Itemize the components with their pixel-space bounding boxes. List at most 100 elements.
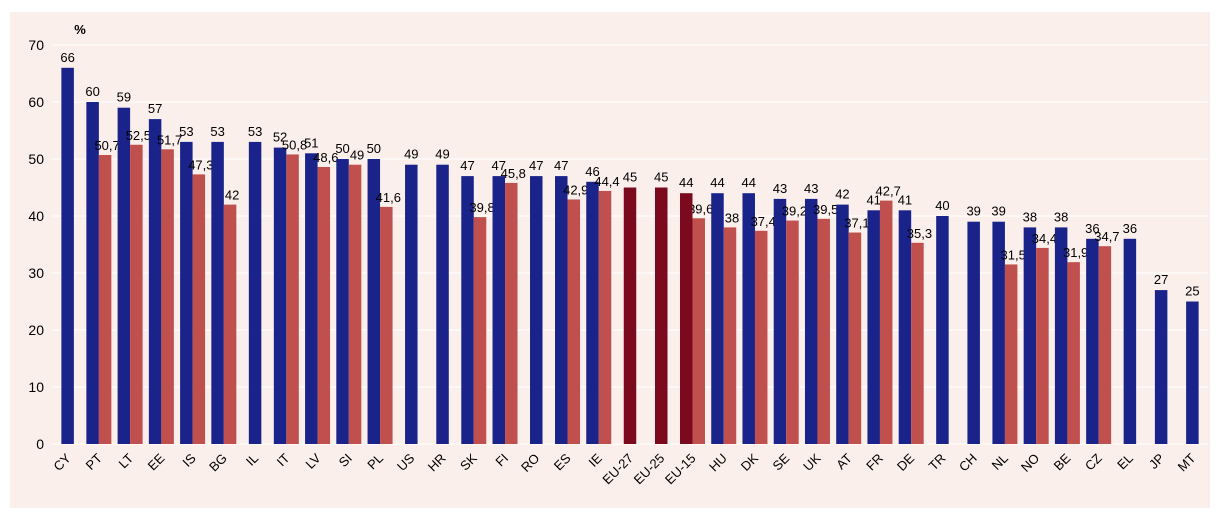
data-label-series1: 50 bbox=[335, 141, 349, 156]
x-tick-label: HR bbox=[425, 451, 449, 475]
bar-series1-no bbox=[1023, 227, 1037, 444]
data-label-series1: 38 bbox=[1023, 209, 1037, 224]
data-label-series2: 51,7 bbox=[157, 132, 182, 147]
data-label-series1: 49 bbox=[435, 147, 449, 162]
bar-series1-it bbox=[273, 147, 287, 444]
data-label-series2: 45,8 bbox=[501, 166, 526, 181]
bar-series1-fi bbox=[492, 176, 506, 444]
bar-series1-uk bbox=[804, 198, 818, 444]
bar-series1-tr bbox=[936, 216, 949, 444]
data-label-series1: 46 bbox=[585, 164, 599, 179]
data-label-series1: 59 bbox=[117, 90, 131, 105]
data-label-series1: 27 bbox=[1154, 272, 1168, 287]
data-label-series1: 39 bbox=[966, 204, 980, 219]
x-tick-label: CH bbox=[956, 451, 980, 475]
y-tick-label: 30 bbox=[28, 265, 44, 281]
bar-series2-fr bbox=[879, 200, 893, 444]
data-label-series1: 38 bbox=[1054, 209, 1068, 224]
bar-series2-is bbox=[192, 174, 206, 444]
bar-series1-es bbox=[555, 176, 568, 444]
bar-series2-uk bbox=[817, 218, 830, 444]
bar-series1-lv bbox=[305, 153, 318, 445]
x-tick-label: EU-27 bbox=[599, 451, 636, 488]
data-label-series2: 42,9 bbox=[563, 182, 588, 197]
x-tick-label: EU-15 bbox=[662, 451, 699, 488]
bar-series1-hr bbox=[436, 164, 449, 444]
y-tick-label: 50 bbox=[28, 151, 44, 167]
bar-series1-cz bbox=[1086, 238, 1099, 444]
data-label-series1: 47 bbox=[529, 158, 543, 173]
data-label-series1: 47 bbox=[554, 158, 568, 173]
data-label-series1: 66 bbox=[60, 50, 74, 65]
data-label-series1: 53 bbox=[210, 124, 224, 139]
data-label-series2: 39,2 bbox=[782, 204, 807, 219]
bar-series1-se bbox=[773, 198, 787, 444]
data-label-series2: 48,6 bbox=[313, 150, 338, 165]
bar-series1-el bbox=[1123, 238, 1137, 444]
x-tick-label: PL bbox=[364, 451, 386, 473]
x-tick-label: EU-25 bbox=[631, 451, 668, 488]
bar-aggregate-eu-27 bbox=[623, 187, 637, 444]
data-label-series2: 42,7 bbox=[876, 184, 901, 199]
data-label-series2: 41,6 bbox=[376, 190, 401, 205]
bar-series2-hu bbox=[723, 227, 737, 444]
data-label-series1: 47 bbox=[492, 158, 506, 173]
bar-series1-hu bbox=[711, 193, 724, 444]
data-label-series1: 44 bbox=[741, 175, 755, 190]
bar-series2-no bbox=[1036, 247, 1049, 444]
data-label-aggregate: 45 bbox=[654, 170, 668, 185]
chart-area: 0 10 20 30 40 50 60 70% 66 CY 60 50,7 PT 59 52,5 LT 57 51… bbox=[10, 12, 1210, 508]
data-label-series1: 43 bbox=[804, 181, 818, 196]
bar-series2-sk bbox=[473, 217, 487, 444]
x-tick-label: EL bbox=[1114, 451, 1136, 473]
bar-series2-lt bbox=[130, 144, 143, 444]
data-label-series1: 47 bbox=[460, 158, 474, 173]
bar-series1-pl bbox=[367, 159, 381, 444]
bar-series2-at bbox=[848, 232, 862, 444]
bar-series2-si bbox=[348, 164, 362, 444]
x-tick-label: NO bbox=[1018, 451, 1042, 475]
bar-series1-cy bbox=[61, 67, 74, 445]
bar-series1-ro bbox=[530, 176, 543, 444]
data-label-series2: 35,3 bbox=[907, 226, 932, 241]
x-tick-label: CY bbox=[50, 450, 74, 474]
data-label-series1: 40 bbox=[935, 198, 949, 213]
x-tick-label: UK bbox=[800, 450, 824, 474]
data-label-series2: 34,7 bbox=[1094, 229, 1119, 244]
bar-series2-ee bbox=[161, 149, 174, 444]
data-label-series2: 50,7 bbox=[94, 138, 119, 153]
x-tick-label: US bbox=[394, 450, 418, 474]
bar-series1-il bbox=[248, 141, 262, 444]
bar-series1-si bbox=[336, 159, 349, 444]
bar-series2-es bbox=[567, 199, 581, 444]
data-label-series1: 60 bbox=[85, 84, 99, 99]
x-tick-label: PT bbox=[83, 450, 105, 472]
bar-series2-fi bbox=[505, 182, 518, 444]
bar-series2-cz bbox=[1098, 246, 1112, 444]
data-label-series1: 51 bbox=[304, 135, 318, 150]
x-tick-label: EE bbox=[145, 450, 168, 473]
x-tick-label: DE bbox=[894, 450, 918, 474]
x-tick-label: RO bbox=[518, 451, 542, 475]
x-tick-label: IL bbox=[243, 451, 261, 469]
y-tick-label: 70 bbox=[28, 37, 44, 53]
x-tick-label: JP bbox=[1146, 451, 1167, 472]
x-tick-label: IT bbox=[274, 450, 293, 469]
x-tick-label: TR bbox=[926, 451, 949, 474]
data-label-series2: 50,8 bbox=[282, 137, 307, 152]
y-tick-label: 40 bbox=[28, 208, 44, 224]
data-label-series2: 42 bbox=[225, 188, 239, 203]
bar-series2-nl bbox=[1004, 264, 1018, 444]
bar-series1-sk bbox=[461, 176, 474, 444]
data-label-series1: 57 bbox=[148, 101, 162, 116]
x-tick-label: ES bbox=[551, 450, 574, 473]
data-label-series2: 52,5 bbox=[126, 128, 151, 143]
data-label-aggregate: 44 bbox=[679, 175, 693, 190]
data-label-series2: 37,4 bbox=[751, 214, 776, 229]
data-label-series2: 49 bbox=[350, 148, 364, 163]
x-tick-label: CZ bbox=[1082, 450, 1105, 473]
bar-series1-dk bbox=[742, 193, 755, 444]
data-label-series1: 39 bbox=[991, 204, 1005, 219]
x-tick-label: MT bbox=[1175, 450, 1199, 474]
bar-series2-lv bbox=[317, 166, 331, 445]
